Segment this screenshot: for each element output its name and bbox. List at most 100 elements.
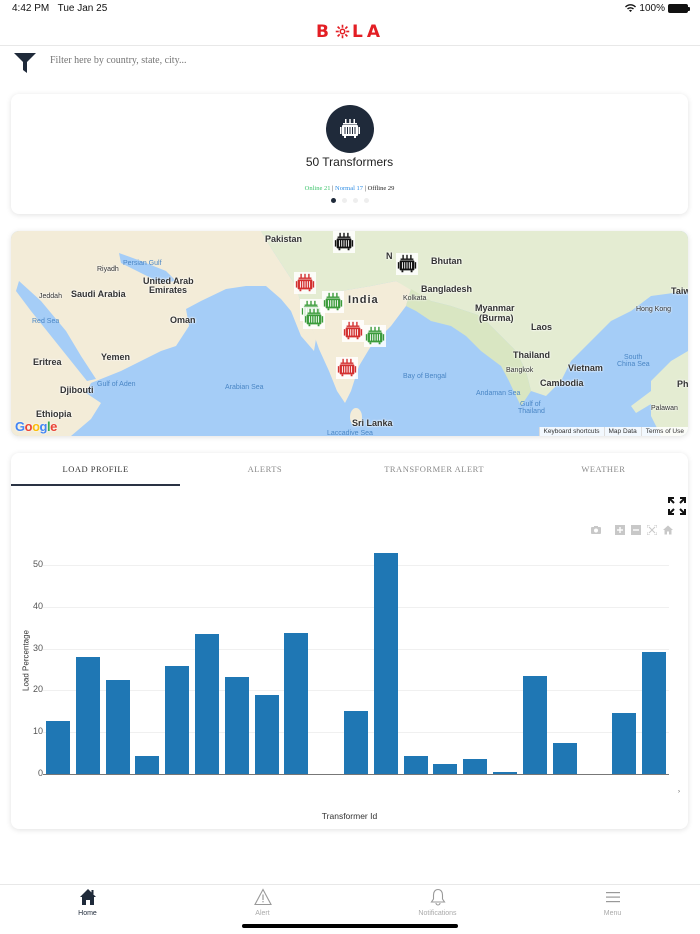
nav-menu[interactable]: Menu <box>525 885 700 934</box>
map-label: Hong Kong <box>636 306 672 313</box>
nav-home[interactable]: Home <box>0 885 175 934</box>
x-axis-line <box>43 774 669 775</box>
filter-icon[interactable] <box>14 53 36 73</box>
load-profile-chart[interactable]: Load Percentage 0 10 20 30 40 50 › Transforme… <box>11 543 688 829</box>
transformer-marker-alert[interactable] <box>294 272 316 294</box>
nav-notifications-label: Notifications <box>418 910 457 917</box>
bar-transformer-7[interactable] <box>224 677 249 774</box>
gridline <box>43 606 669 608</box>
page-dot-4[interactable] <box>363 198 369 203</box>
nav-home-label: Home <box>78 910 97 917</box>
map-label: Cambodia <box>540 378 584 388</box>
transformer-marker-offline[interactable] <box>333 231 355 253</box>
bar-transformer-6[interactable] <box>194 633 219 774</box>
transformer-marker-offline[interactable] <box>396 253 418 275</box>
map-sea-label: Thailand <box>518 408 545 415</box>
y-tick-label: 10 <box>32 726 43 737</box>
bar-transformer-2[interactable] <box>75 656 100 774</box>
transformer-marker-online[interactable] <box>364 325 386 347</box>
menu-icon <box>605 892 620 903</box>
brand-logo: B LA <box>316 22 384 42</box>
tab-weather[interactable]: WEATHER <box>581 464 626 474</box>
map-sea-label: South <box>624 354 643 361</box>
transformer-marker-alert[interactable] <box>342 320 364 342</box>
zoom-in-icon[interactable] <box>615 525 625 535</box>
map-label: Palawan <box>651 405 678 412</box>
reset-axes-icon[interactable] <box>663 525 673 535</box>
map-label: Sri Lanka <box>352 418 393 428</box>
transformer-icon <box>336 357 358 379</box>
terms-of-use-link[interactable]: Terms of Use <box>640 427 688 436</box>
map-label: Djibouti <box>60 385 94 395</box>
bar-transformer-4[interactable] <box>135 756 160 774</box>
y-tick-label: 40 <box>32 600 43 611</box>
y-tick-label: 50 <box>32 559 43 569</box>
map-label: Kolkata <box>403 295 427 302</box>
bar-transformer-16[interactable] <box>493 771 518 774</box>
carousel-pagination <box>11 198 688 203</box>
bar-transformer-18[interactable] <box>552 742 577 774</box>
keyboard-shortcuts-link[interactable]: Keyboard shortcuts <box>538 427 604 436</box>
bar-transformer-3[interactable] <box>105 679 130 774</box>
camera-icon[interactable] <box>591 525 601 535</box>
map-label: Ethiopia <box>36 409 72 419</box>
bar-transformer-9[interactable] <box>284 632 309 774</box>
tab-transformer-alert[interactable]: TRANSFORMER ALERT <box>384 464 485 474</box>
bar-transformer-13[interactable] <box>403 756 428 774</box>
bar-transformer-17[interactable] <box>522 675 547 774</box>
map-label: Ph <box>677 379 688 389</box>
logo-text-left: B <box>316 21 333 42</box>
autoscale-icon[interactable] <box>647 525 657 535</box>
nav-notifications[interactable]: Notifications <box>350 885 525 934</box>
map-sea-label: Gulf of <box>520 401 541 408</box>
map-sea-label: Persian Gulf <box>123 260 162 267</box>
map-sea-label: Gulf of Aden <box>97 381 136 388</box>
map-label: (Burma) <box>479 313 514 323</box>
page-dot-3[interactable] <box>352 198 358 203</box>
expand-icon[interactable] <box>668 497 686 515</box>
transformer-marker-alert[interactable] <box>336 357 358 379</box>
bar-transformer-15[interactable] <box>463 758 488 774</box>
online-count: Online 21 <box>304 185 331 192</box>
bar-transformer-14[interactable] <box>433 763 458 774</box>
status-time: 4:42 PM Tue Jan 25 <box>12 3 108 14</box>
map-label: Yemen <box>101 352 131 362</box>
bar-transformer-1[interactable] <box>45 720 70 774</box>
transformer-icon <box>340 119 360 138</box>
transformer-marker-online[interactable] <box>322 291 344 313</box>
zoom-out-icon[interactable] <box>631 525 641 535</box>
map-sea-label: Arabian Sea <box>225 384 264 391</box>
map-sea-label: China Sea <box>617 361 650 368</box>
bar-transformer-21[interactable] <box>642 651 667 774</box>
nav-alert[interactable]: Alert <box>175 885 350 934</box>
page-dot-1[interactable] <box>330 198 336 203</box>
bar-transformer-20[interactable] <box>612 712 637 774</box>
transformer-status-counts: Online 21 | Normal 17 | Offline 29 <box>11 185 688 192</box>
filter-input[interactable] <box>50 55 650 66</box>
map-data-link[interactable]: Map Data <box>603 427 641 436</box>
bar-transformer-8[interactable] <box>254 694 279 774</box>
bar-transformer-5[interactable] <box>165 666 190 774</box>
chart-modebar <box>591 525 673 535</box>
transformer-map[interactable]: Pakistan Bhutan N Bangladesh India Kolkata Mya… <box>11 231 688 436</box>
alert-triangle-icon <box>253 888 272 906</box>
home-indicator <box>242 924 458 928</box>
normal-count: Normal 17 <box>335 185 364 192</box>
scroll-right-indicator[interactable]: › <box>678 789 680 795</box>
tab-alerts[interactable]: ALERTS <box>247 464 283 474</box>
bar-transformer-11[interactable] <box>344 710 368 774</box>
gridline <box>43 648 669 650</box>
map-label: India <box>348 294 379 306</box>
map-label: Saudi Arabia <box>71 289 126 299</box>
map-label: Oman <box>170 315 196 325</box>
transformer-summary-card[interactable]: 50 Transformers Online 21 | Normal 17 | … <box>11 94 688 214</box>
tab-load-profile[interactable]: LOAD PROFILE <box>11 453 181 486</box>
transformer-icon <box>294 272 316 294</box>
bell-icon <box>429 888 446 906</box>
map-label: Myanmar <box>475 303 515 313</box>
page-dot-2[interactable] <box>341 198 347 203</box>
transformer-marker-online[interactable] <box>303 307 325 329</box>
transformer-badge <box>326 105 374 153</box>
bar-transformer-12[interactable] <box>373 552 398 774</box>
separator: | <box>330 185 336 192</box>
